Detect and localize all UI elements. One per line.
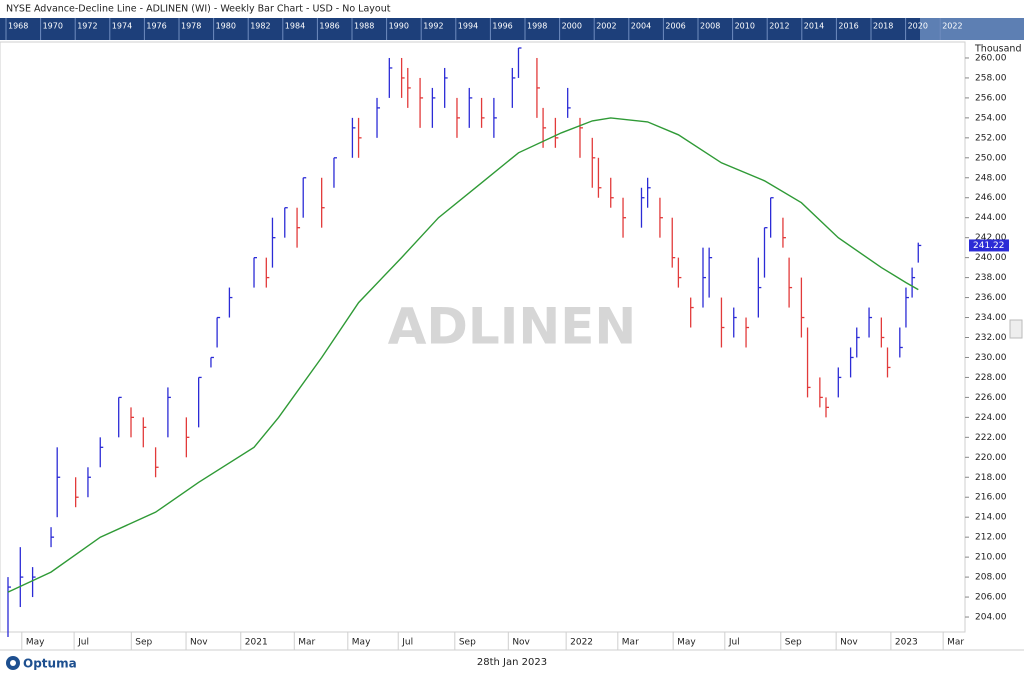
- overview-year: 1988: [354, 22, 374, 31]
- y-tick-label: 224.00: [975, 413, 1007, 423]
- y-tick-label: 226.00: [975, 393, 1007, 403]
- y-tick-label: 222.00: [975, 433, 1007, 443]
- y-tick-label: 236.00: [975, 293, 1007, 303]
- overview-window[interactable]: [920, 18, 1024, 40]
- brand: Optuma: [23, 657, 77, 671]
- brand-logo-center: [10, 660, 16, 666]
- overview-year: 2016: [838, 22, 858, 31]
- x-tick-label: Mar: [298, 638, 315, 648]
- overview-year: 1980: [216, 22, 236, 31]
- y-tick-label: 246.00: [975, 193, 1007, 203]
- y-tick-label: 238.00: [975, 273, 1007, 283]
- plot-area: [0, 41, 966, 633]
- y-tick-label: 204.00: [975, 613, 1007, 623]
- header-bar: [0, 0, 1024, 18]
- overview-year: 2012: [769, 22, 789, 31]
- overview-year: 2008: [700, 22, 720, 31]
- overview-year: 2002: [596, 22, 616, 31]
- overview-year: 2004: [631, 22, 651, 31]
- overview-year: 1972: [77, 22, 97, 31]
- y-tick-label: 242.00: [975, 233, 1007, 243]
- last-price-box: [969, 239, 1009, 252]
- overview-year: 1986: [319, 22, 339, 31]
- y-unit: Thousand: [974, 44, 1021, 55]
- overview-year: 1990: [389, 22, 409, 31]
- y-tick-label: 230.00: [975, 353, 1007, 363]
- y-tick-label: 232.00: [975, 333, 1007, 343]
- x-tick-label: Mar: [947, 638, 964, 648]
- y-tick-label: 244.00: [975, 213, 1007, 223]
- x-tick-label: Sep: [459, 638, 476, 648]
- y-tick-label: 208.00: [975, 573, 1007, 583]
- overview-year: 2010: [735, 22, 755, 31]
- y-tick-label: 206.00: [975, 593, 1007, 603]
- x-tick-label: May: [352, 638, 371, 648]
- chart-title: NYSE Advance-Decline Line - ADLINEN (WI)…: [6, 4, 391, 15]
- watermark: ADLINEN: [388, 298, 637, 356]
- overview-year: 1970: [43, 22, 63, 31]
- y-tick-label: 216.00: [975, 493, 1007, 503]
- overview-year: 2006: [665, 22, 685, 31]
- y-tick-label: 260.00: [975, 53, 1007, 63]
- overview-year: 1976: [146, 22, 166, 31]
- x-tick-label: Jul: [728, 638, 740, 648]
- overview-year: 1996: [492, 22, 512, 31]
- overview-year: 1992: [423, 22, 443, 31]
- overview-year: 1984: [285, 22, 305, 31]
- x-tick-label: Nov: [840, 638, 858, 648]
- overview-year: 2020: [908, 22, 928, 31]
- moving-average-line: [7, 117, 919, 593]
- overview-year: 2014: [804, 22, 824, 31]
- overview-year: 2000: [562, 22, 582, 31]
- y-tick-label: 256.00: [975, 93, 1007, 103]
- x-tick-label: Sep: [785, 638, 802, 648]
- overview-year: 1974: [112, 22, 132, 31]
- y-tick-label: 218.00: [975, 473, 1007, 483]
- y-tick-label: 220.00: [975, 453, 1007, 463]
- x-tick-label: 2021: [245, 638, 268, 648]
- last-price-label: 241.22: [973, 241, 1005, 251]
- overview-year: 2022: [942, 22, 962, 31]
- y-tick-label: 258.00: [975, 73, 1007, 83]
- y-tick-label: 234.00: [975, 313, 1007, 323]
- y-tick-label: 214.00: [975, 513, 1007, 523]
- overview-year: 1978: [181, 22, 201, 31]
- overview-years: 1968 1970 1972 1974 1976 1978 1980 1982 1984 1986…: [5, 18, 963, 40]
- x-tick-label: 2023: [895, 638, 918, 648]
- x-tick-label: May: [677, 638, 696, 648]
- y-tick-label: 248.00: [975, 173, 1007, 183]
- y-tick-label: 240.00: [975, 253, 1007, 263]
- y-tick-label: 252.00: [975, 133, 1007, 143]
- x-tick-label: Sep: [135, 638, 152, 648]
- y-tick-label: 228.00: [975, 373, 1007, 383]
- x-tick-label: Mar: [622, 638, 639, 648]
- y-tick-label: 254.00: [975, 113, 1007, 123]
- overview-year: 2018: [873, 22, 893, 31]
- x-tick-label: Nov: [190, 638, 208, 648]
- x-tick-label: Jul: [401, 638, 413, 648]
- y-tick-label: 210.00: [975, 553, 1007, 563]
- overview-year: 1998: [527, 22, 547, 31]
- overview-year: 1994: [458, 22, 478, 31]
- side-panel-toggle[interactable]: [1009, 319, 1023, 339]
- y-tick-label: 250.00: [975, 153, 1007, 163]
- x-tick-label: 2022: [570, 638, 593, 648]
- overview-year: 1968: [8, 22, 28, 31]
- x-tick-label: Jul: [77, 638, 89, 648]
- overview-bar[interactable]: [0, 18, 1024, 40]
- x-tick-label: Nov: [512, 638, 530, 648]
- overview-year: 1982: [250, 22, 270, 31]
- x-tick-label: May: [26, 638, 45, 648]
- y-tick-label: 212.00: [975, 533, 1007, 543]
- footer-date: 28th Jan 2023: [477, 657, 547, 668]
